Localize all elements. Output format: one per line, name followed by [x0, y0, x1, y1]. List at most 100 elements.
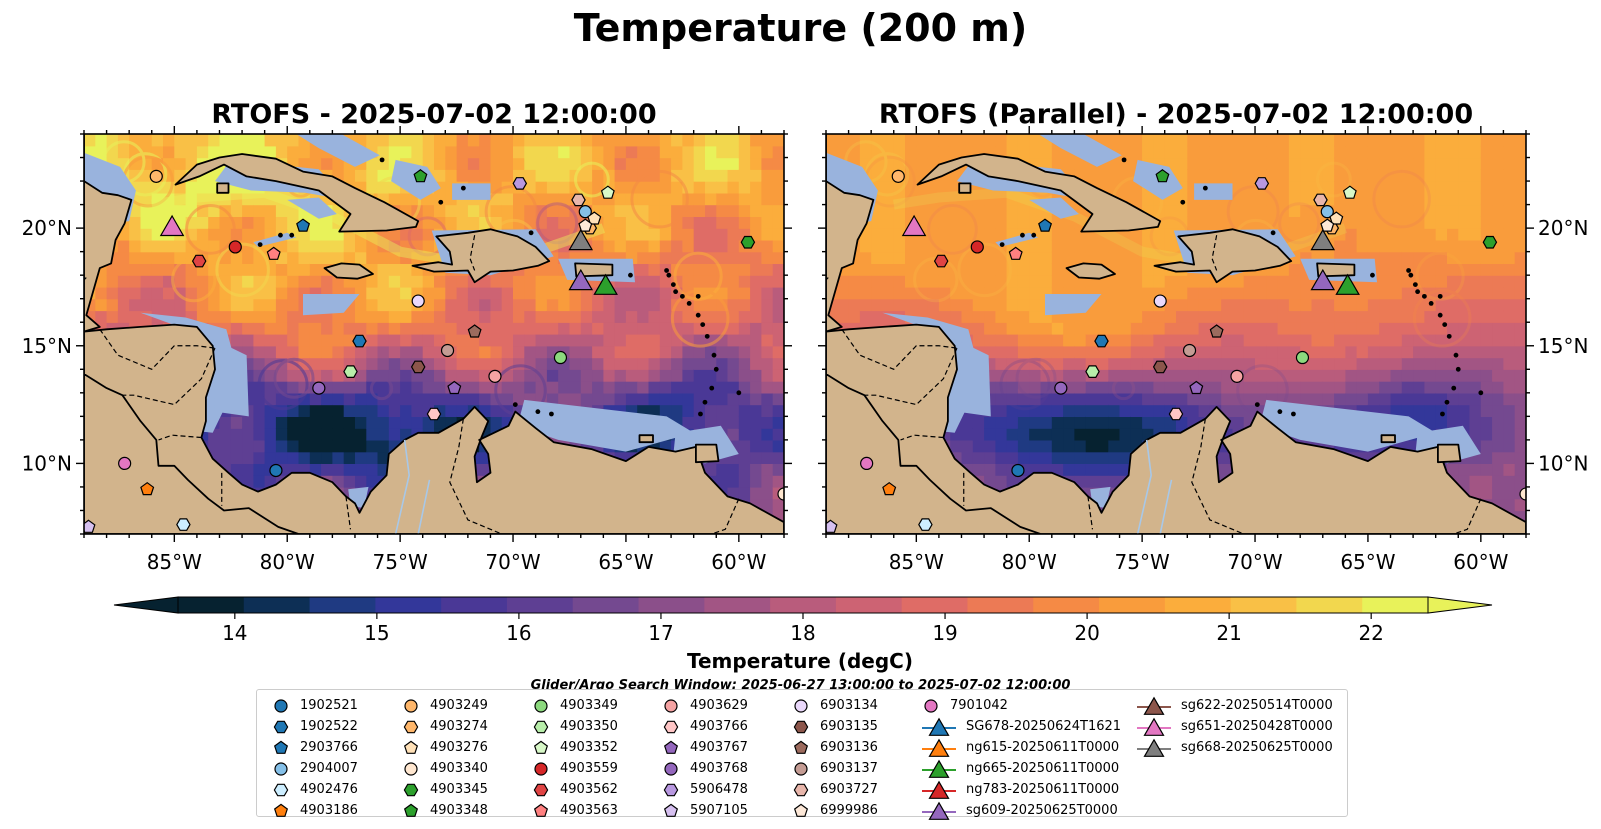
obs-4903562	[933, 254, 949, 268]
legend-marker	[533, 803, 549, 817]
obs-4903276	[1329, 211, 1344, 225]
legend-marker	[533, 720, 549, 733]
land-margarita	[1380, 434, 1396, 444]
obs-4903249	[891, 169, 905, 183]
legend-label: 4903276	[430, 740, 488, 755]
obs-4903629	[1230, 369, 1244, 383]
warm-current	[150, 187, 605, 269]
y-tick-label: 10°N	[1538, 451, 1588, 475]
legend-column: sg622-20250514T0000 sg651-20250428T0000 sg…	[1137, 695, 1333, 758]
land	[84, 134, 784, 534]
legend-marker	[273, 720, 289, 733]
legend-marker-triangle-icon	[922, 717, 956, 736]
legend-item: 4903562	[532, 779, 618, 800]
colorbar-extend-high	[1427, 596, 1493, 614]
x-tick-label: 60°W	[1453, 550, 1508, 574]
shallow-water	[84, 134, 739, 534]
colorbar-segment	[178, 597, 245, 613]
legend-label: 4902476	[300, 782, 358, 797]
land-mexico	[84, 134, 133, 333]
colorbar-segment	[309, 597, 376, 613]
legend-label: 2903766	[300, 740, 358, 755]
legend-marker	[274, 698, 288, 713]
map-frame	[83, 133, 785, 535]
river	[1136, 439, 1152, 534]
legend-marker	[273, 740, 289, 754]
land-mexico	[826, 134, 875, 333]
legend-marker	[533, 740, 549, 754]
legend-marker-triangle-icon	[922, 738, 956, 757]
obs-4903349	[1295, 350, 1310, 365]
legend-marker	[794, 761, 808, 776]
legend-label: ng615-20250611T0000	[966, 740, 1120, 755]
colorbar-segment	[835, 597, 903, 613]
land-central	[84, 323, 784, 534]
colorbar-frame	[177, 596, 1429, 614]
legend-label: 4903629	[690, 698, 748, 713]
obs-4903767	[447, 380, 462, 395]
legend-marker	[928, 738, 950, 757]
legend-item: 6903727	[792, 779, 878, 800]
obs-4903768	[1054, 381, 1068, 395]
legend-marker	[534, 761, 548, 776]
legend-label: 4903349	[560, 698, 618, 713]
legend-marker-circle-icon	[924, 698, 938, 713]
legend-marker-hexagon-icon	[403, 783, 419, 796]
legend-column: 6903134 6903135 6903136 6903137 6903727 69999…	[792, 695, 878, 821]
legend-item: 4903352	[532, 737, 618, 758]
obs-6903136	[467, 324, 482, 338]
colorbar-segment	[572, 597, 640, 613]
obs-sg609-20250625T0000	[1310, 268, 1336, 291]
legend-marker	[793, 783, 809, 796]
legend-label: 6903135	[820, 719, 878, 734]
land-cuba	[916, 153, 1162, 233]
obs-2904007	[578, 205, 592, 219]
colorbar-tick-label: 21	[1216, 621, 1241, 645]
x-tick-label: 60°W	[711, 550, 766, 574]
legend-marker-hexagon-icon	[403, 720, 419, 733]
legend-item: 4903274	[402, 716, 488, 737]
x-tick-label: 75°W	[1115, 550, 1170, 574]
colorbar-extend-low	[113, 596, 179, 614]
colorbar-segment	[770, 597, 837, 613]
x-tick-label: 80°W	[1002, 550, 1057, 574]
legend-item: 4903768	[662, 758, 748, 779]
obs-4902476	[176, 518, 191, 531]
colorbar-segment	[638, 597, 705, 613]
legend-item: SG678-20250624T1621	[922, 716, 1121, 737]
legend-marker-triangle-icon	[1137, 696, 1171, 715]
legend-label: 4903186	[300, 803, 358, 818]
obs-7901042	[860, 456, 874, 471]
legend-marker-triangle-icon	[1137, 717, 1171, 736]
shallow-water	[826, 134, 1481, 534]
colorbar-segment	[1164, 597, 1232, 613]
legend-item: 4903186	[272, 800, 358, 821]
obs-4902476	[918, 518, 933, 531]
legend-item: 5907105	[662, 800, 748, 821]
x-tick-label: 75°W	[373, 550, 428, 574]
legend-marker	[534, 698, 548, 713]
legend-label: 6903136	[820, 740, 878, 755]
obs-5907105	[84, 519, 96, 533]
legend-marker	[1143, 738, 1165, 757]
legend-item: 6903136	[792, 737, 878, 758]
country-borders	[84, 235, 740, 534]
legend-label: 6903137	[820, 761, 878, 776]
obs-4903350	[1085, 365, 1100, 378]
obs-4903352	[1342, 185, 1357, 199]
river	[394, 439, 410, 534]
colorbar-segment	[1230, 597, 1297, 613]
legend-label: 4903340	[430, 761, 488, 776]
legend-label: sg609-20250625T0000	[966, 803, 1118, 818]
legend-marker-hexagon-icon	[663, 720, 679, 733]
legend-item: 4903629	[662, 695, 748, 716]
obs-sg668-20250625T0000	[1310, 228, 1336, 251]
obs-6903135	[1152, 360, 1168, 374]
legend-marker-circle-icon	[794, 698, 808, 713]
legend-marker	[273, 803, 289, 817]
legend-item: 5906478	[662, 779, 748, 800]
colorbar-segment	[901, 597, 968, 613]
legend-marker-circle-icon	[534, 761, 548, 776]
obs-6903134	[1153, 294, 1167, 308]
obs-4903345	[740, 235, 756, 249]
